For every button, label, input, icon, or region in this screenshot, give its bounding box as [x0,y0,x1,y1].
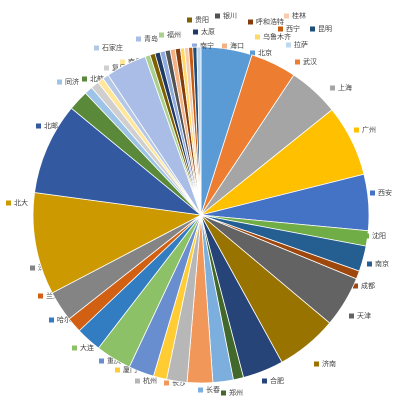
legend-swatch [248,19,253,25]
legend-swatch [192,43,197,49]
legend-swatch [310,26,315,32]
slice-label: 西安 [378,188,392,197]
slice-label: 青岛 [144,34,158,43]
legend-swatch [367,261,372,267]
slice-label: 天津 [357,312,371,320]
slice-label: 济南 [322,359,336,368]
legend-swatch [215,13,220,19]
legend-swatch [221,390,226,396]
slice-label: 沈阳 [372,231,386,240]
slice-label: 贵阳 [195,15,209,24]
legend-swatch [314,361,319,367]
slice-label: 北邮 [44,121,58,130]
pie-slice [196,46,202,216]
legend-swatch [198,387,203,393]
slice-label: 成都 [361,281,375,290]
legend-swatch [57,79,62,85]
slice-label: 南宁 [200,41,214,50]
legend-swatch [49,317,54,323]
legend-swatch [278,26,283,32]
slice-label: 石家庄 [102,43,123,52]
slice-label: 呼和浩特 [256,17,284,26]
slice-label: 郑州 [229,389,243,397]
legend-swatch [284,13,289,19]
slice-label: 乌鲁木齐 [263,32,291,41]
legend-swatch [349,313,354,319]
slice-label: 福州 [167,30,181,39]
legend-swatch [295,59,300,65]
legend-swatch [354,127,359,133]
legend-swatch [104,65,109,71]
legend-swatch [136,36,141,42]
legend-swatch [255,34,260,40]
legend-swatch [38,293,43,299]
slice-label: 北京 [258,48,272,57]
slice-label: 重庆 [107,356,121,365]
slice-label: 兰州 [46,291,60,300]
legend-swatch [250,50,255,56]
slice-label: 昆明 [318,25,332,33]
legend-swatch [115,367,120,373]
slice-label: 海口 [230,41,244,50]
slice-label: 北大 [14,198,28,207]
slice-label: 长沙 [172,378,186,387]
slice-label: 哈尔滨 [57,315,78,324]
legend-swatch [36,123,41,129]
legend-swatch [72,345,77,351]
legend-swatch [193,29,198,35]
legend-swatch [120,59,125,65]
legend-swatch [286,42,291,48]
slice-label: 厦门 [123,365,137,374]
legend-swatch [135,378,140,384]
legend-swatch [353,283,358,289]
slice-label: 同济 [65,77,79,86]
legend-swatch [370,190,375,196]
legend-swatch [159,32,164,38]
pie-slice [32,192,203,294]
legend-swatch [262,378,267,384]
slice-label: 桂林 [292,11,306,20]
slice-label: 复旦 [112,63,126,72]
slice-label: 北航 [90,74,104,83]
legend-swatch [330,85,335,91]
pie-slice [34,107,203,216]
slice-label: 西宁 [286,24,300,33]
slice-label: 合肥 [270,376,284,385]
slice-label: 银川 [223,11,237,20]
slice-label: 杭州 [143,376,157,385]
slice-label: 拉萨 [294,40,308,49]
legend-swatch [82,76,87,82]
slice-label: 上海 [338,83,352,92]
legend-swatch [30,265,35,271]
legend-swatch [99,358,104,364]
legend-swatch [6,200,11,206]
legend-swatch [364,233,369,239]
slice-label: 大连 [80,343,94,352]
legend-swatch [187,17,192,23]
slice-label: 武汉 [303,57,317,66]
slice-label: 广州 [362,125,376,134]
slice-label: 长春 [206,385,220,394]
legend-swatch [94,45,99,51]
slice-label: 南京 [375,259,389,268]
legend-swatch [222,43,227,49]
legend-swatch [164,380,169,386]
slice-label: 太原 [201,27,215,36]
